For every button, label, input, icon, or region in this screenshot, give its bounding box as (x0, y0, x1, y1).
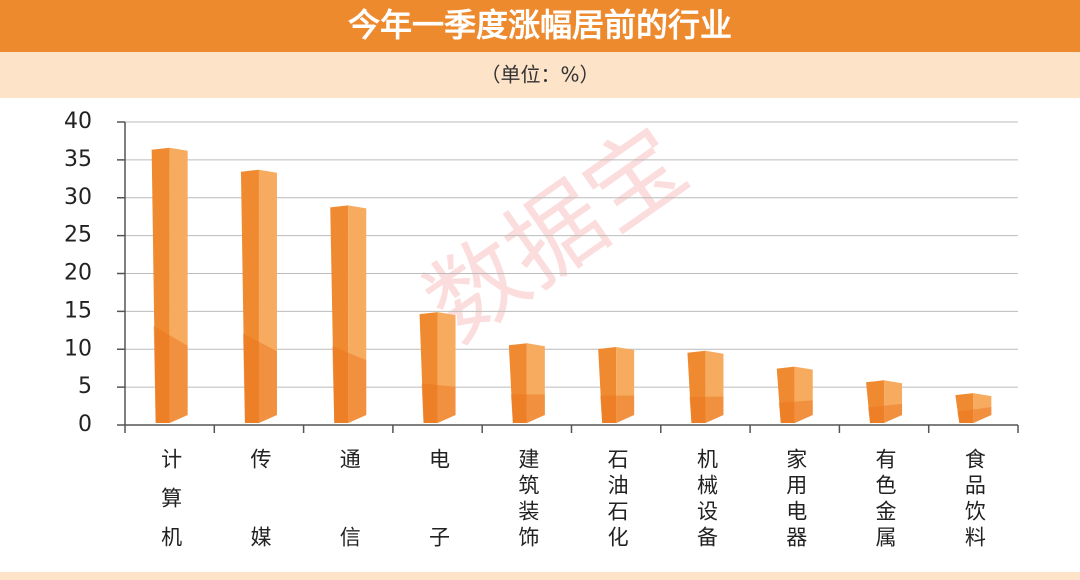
bar (508, 343, 545, 423)
bar-shade (332, 346, 367, 423)
bar-left-face (151, 147, 170, 423)
bar-right-face (258, 169, 277, 423)
x-tick-label: 传媒 (248, 448, 272, 580)
x-tick-label: 计算机 (159, 448, 183, 565)
bar (330, 205, 367, 423)
bar-shade (689, 396, 724, 423)
chart-title: 今年一季度涨幅居前的行业 (348, 6, 732, 44)
bar (598, 346, 635, 423)
bar-left-face (776, 366, 795, 423)
y-tick-label: 35 (64, 147, 92, 172)
y-tick-label: 40 (64, 109, 92, 134)
x-tick-label: 石油石化 (605, 448, 629, 552)
bar-right-face (794, 366, 813, 423)
bar-right-face (348, 205, 367, 423)
bar (955, 393, 992, 423)
x-tick-label: 电子 (427, 448, 451, 580)
bar-left-face (330, 205, 349, 423)
bar-shade (421, 383, 456, 423)
bar-left-face (955, 393, 974, 423)
y-tick-label: 15 (64, 298, 92, 323)
bar (151, 147, 188, 423)
bar-shade (242, 333, 277, 423)
bar-left-face (598, 346, 617, 423)
bar-shade (778, 400, 813, 423)
bar-shade (600, 395, 635, 423)
bar-right-face (526, 343, 545, 423)
y-tick-label: 30 (64, 185, 92, 210)
bar-shade (957, 407, 992, 423)
subtitle-band (0, 52, 1080, 98)
footer-band (0, 572, 1080, 580)
bar-left-face (866, 380, 885, 423)
bar-right-face (973, 393, 992, 423)
y-tick-label: 5 (78, 374, 92, 399)
bar-left-face (508, 343, 527, 423)
bar-right-face (437, 312, 456, 423)
bar-right-face (169, 147, 188, 423)
bar-left-face (687, 350, 706, 423)
bar (419, 312, 456, 423)
bar (866, 380, 903, 423)
chart-subtitle: （单位：%） (480, 63, 599, 87)
bar-shade (510, 394, 545, 423)
bar-shade (868, 403, 903, 423)
y-tick-label: 0 (78, 412, 92, 437)
bar-right-face (616, 346, 635, 423)
bar (687, 350, 724, 423)
bar-left-face (240, 169, 259, 423)
x-tick-label: 家用电器 (784, 448, 808, 552)
y-tick-label: 10 (64, 336, 92, 361)
bar-shade (153, 325, 188, 423)
y-tick-label: 25 (64, 223, 92, 248)
bar-left-face (419, 312, 438, 423)
x-tick-label: 食品饮料 (962, 448, 986, 552)
bar-right-face (705, 350, 724, 423)
x-tick-label: 建筑装饰 (516, 448, 540, 552)
x-tick-label: 有色金属 (873, 448, 897, 552)
x-tick-label: 通信 (337, 448, 361, 580)
bar (776, 366, 813, 423)
x-tick-label: 机械设备 (694, 448, 718, 552)
title-banner (0, 0, 1080, 52)
bar-right-face (884, 380, 903, 423)
bar (240, 169, 277, 423)
y-tick-label: 20 (64, 261, 92, 286)
